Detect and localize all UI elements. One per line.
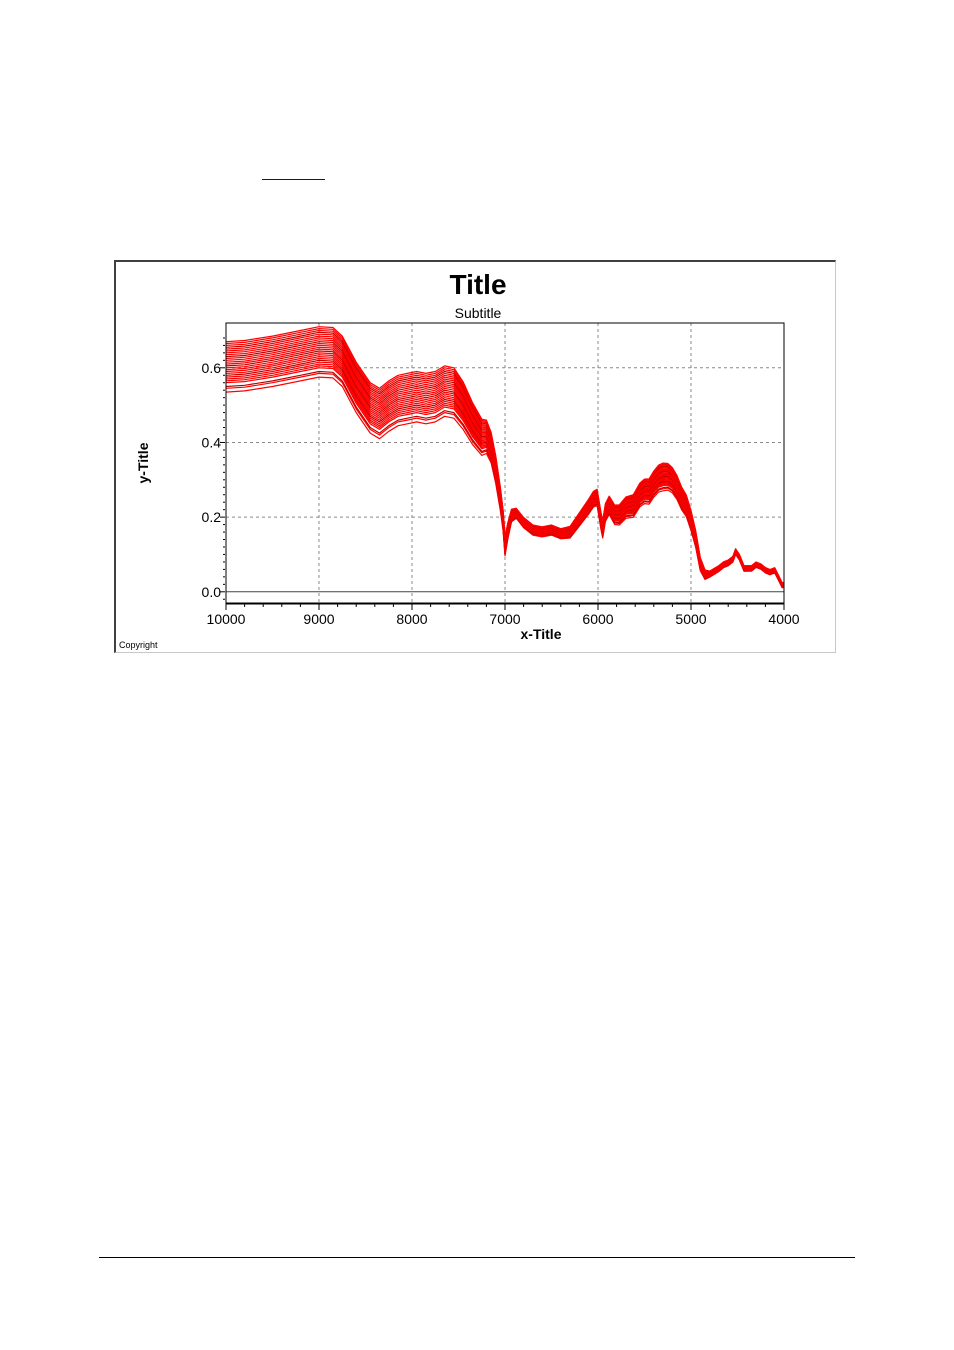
y-tick-label: 0.0 — [202, 584, 222, 600]
chart-subtitle: Subtitle — [455, 305, 502, 321]
x-tick-label: 6000 — [582, 611, 613, 627]
x-tick-label: 8000 — [396, 611, 427, 627]
grid — [226, 323, 784, 603]
line-chart: Title Subtitle 10000 9000 8000 7000 6000 5000… — [119, 269, 800, 650]
footer-rule — [99, 1257, 855, 1258]
x-tick-label: 4000 — [768, 611, 799, 627]
y-axis-title: y-Title — [135, 442, 151, 483]
copyright-label: Copyright — [119, 640, 158, 650]
x-tick-label: 5000 — [675, 611, 706, 627]
chart-frame: Title Subtitle 10000 9000 8000 7000 6000 5000… — [114, 260, 836, 653]
y-tick-label: 0.4 — [202, 434, 222, 450]
x-tick-label: 7000 — [489, 611, 520, 627]
y-tick-label: 0.6 — [202, 360, 222, 376]
y-tick-label: 0.2 — [202, 509, 222, 525]
series-line — [225, 326, 785, 584]
document-link[interactable] — [262, 163, 325, 180]
x-tick-label: 9000 — [303, 611, 334, 627]
chart-title: Title — [449, 269, 506, 300]
axes: 10000 9000 8000 7000 6000 5000 4000 0.0 0.2 0.4 0.… — [202, 337, 800, 627]
series-group — [225, 326, 785, 589]
x-tick-label: 10000 — [207, 611, 246, 627]
x-axis-title: x-Title — [521, 626, 562, 642]
